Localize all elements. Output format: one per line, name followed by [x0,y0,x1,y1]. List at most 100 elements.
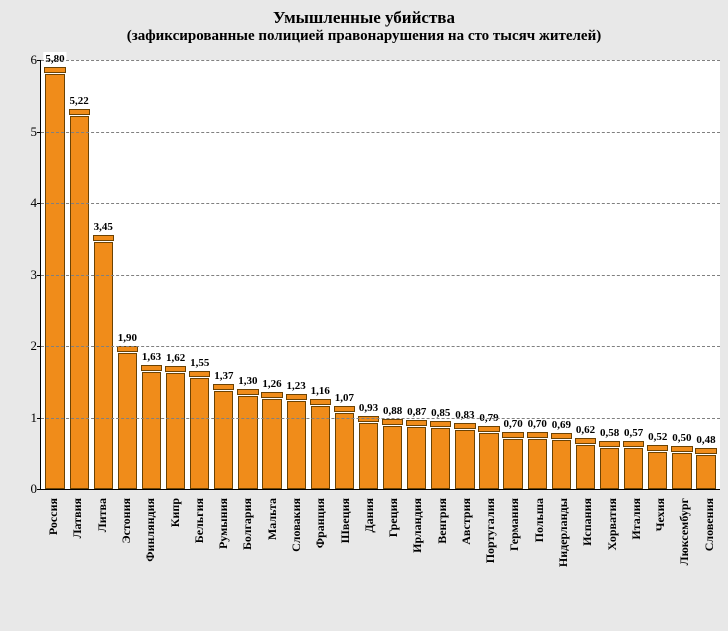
y-tick-label: 4 [21,195,37,211]
bar-value-label: 3,45 [92,220,115,234]
bar-cap [93,235,114,241]
gridline [41,60,720,61]
plot-canvas: 5,805,223,451,901,631,621,551,371,301,26… [40,60,720,490]
bar-cap [117,346,138,352]
bar-body [431,428,450,489]
x-label-slot: Греция [380,494,404,614]
x-label-slot: Бельгия [186,494,210,614]
y-tick [37,60,41,61]
bar-body [190,378,209,489]
x-label-slot: Россия [40,494,64,614]
x-axis-label: Эстония [119,498,134,544]
x-label-slot: Болгария [234,494,258,614]
x-label-slot: Словакия [283,494,307,614]
bar-body [287,401,306,489]
bar-value-label: 1,16 [309,384,332,398]
x-axis-label: Бельгия [192,498,207,543]
bar-cap [261,392,282,398]
bar-body [648,452,667,489]
bar-value-label: 1,63 [140,350,163,364]
bar: 1,16 [311,406,330,489]
x-axis-label: Австрия [459,498,474,545]
bar-value-label: 0,70 [502,417,525,431]
bar: 0,83 [455,430,474,489]
bar-body [166,373,185,489]
bar: 1,55 [190,378,209,489]
x-label-slot: Литва [89,494,113,614]
bar-value-label: 1,55 [188,356,211,370]
gridline [41,203,720,204]
x-label-slot: Дания [356,494,380,614]
bar-cap [141,365,162,371]
bar: 1,37 [214,391,233,489]
x-label-slot: Португалия [477,494,501,614]
bar-cap [599,441,620,447]
bar: 0,93 [359,423,378,489]
y-tick-label: 2 [21,338,37,354]
bar-body [94,242,113,489]
gridline [41,346,720,347]
x-axis-label: Дания [362,498,377,533]
x-axis-label: Латвия [70,498,85,538]
bar-cap [430,421,451,427]
x-axis-label: Польша [532,498,547,542]
y-tick-label: 0 [21,481,37,497]
x-label-slot: Чехия [647,494,671,614]
chart-title: Умышленные убийства [0,8,728,28]
bar-body [528,439,547,489]
bar-body [624,448,643,489]
bar: 3,45 [94,242,113,489]
bar-body [552,440,571,489]
x-label-slot: Австрия [453,494,477,614]
bar-value-label: 1,07 [333,391,356,405]
bar: 0,87 [407,427,426,489]
bar: 0,62 [576,445,595,489]
x-label-slot: Франция [307,494,331,614]
bar-body [45,74,64,489]
bar-value-label: 0,62 [574,423,597,437]
bar-value-label: 0,88 [381,404,404,418]
bar: 0,70 [528,439,547,489]
x-label-slot: Польша [526,494,550,614]
bar-body [70,116,89,489]
bar: 1,30 [238,396,257,489]
bar-cap [44,67,65,73]
x-axis-label: Хорватия [605,498,620,550]
x-label-slot: Швеция [331,494,355,614]
y-tick [37,203,41,204]
x-axis-label: Словакия [289,498,304,552]
gridline [41,132,720,133]
bar-cap [647,445,668,451]
bar: 0,85 [431,428,450,489]
x-axis-label: Венгрия [435,498,450,544]
bar-value-label: 0,69 [550,418,573,432]
bar-cap [334,406,355,412]
y-tick [37,132,41,133]
bar-cap [358,416,379,422]
y-tick-label: 3 [21,267,37,283]
bar-cap [165,366,186,372]
bar: 5,22 [70,116,89,489]
bar-value-label: 1,37 [212,369,235,383]
chart-frame: Умышленные убийства (зафиксированные пол… [0,0,728,631]
bar-value-label: 0,83 [453,408,476,422]
bar-value-label: 1,26 [260,377,283,391]
chart-subtitle: (зафиксированные полицией правонарушения… [0,28,728,45]
x-label-slot: Румыния [210,494,234,614]
bar: 0,69 [552,440,571,489]
bar-body [311,406,330,489]
bar-body [214,391,233,489]
x-label-slot: Италия [623,494,647,614]
bar-cap [454,423,475,429]
bar-cap [213,384,234,390]
bar-value-label: 0,57 [622,426,645,440]
x-axis-label: Кипр [168,498,183,527]
x-label-slot: Мальта [259,494,283,614]
bar-cap [478,426,499,432]
bar-body [503,439,522,489]
x-label-slot: Нидерланды [550,494,574,614]
x-axis-label: Испания [580,498,595,546]
x-label-slot: Словения [696,494,720,614]
bar-cap [69,109,90,115]
bar-body [672,453,691,489]
